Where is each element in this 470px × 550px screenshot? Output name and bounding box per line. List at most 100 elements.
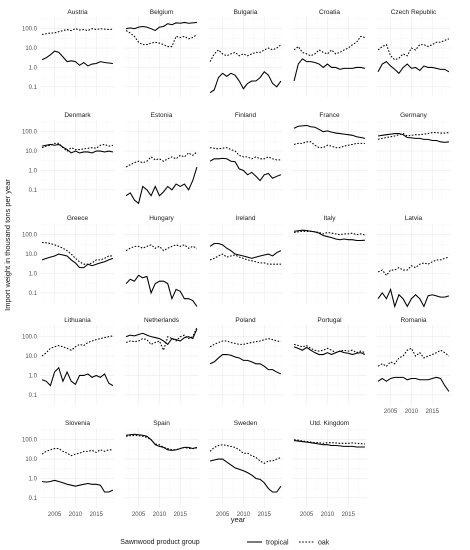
y-tick-label: 10.0 xyxy=(25,252,37,258)
series-tropical-denmark xyxy=(41,143,114,154)
series-oak-sweden xyxy=(209,444,282,464)
series-oak-estonia xyxy=(125,151,198,168)
panel-title-sweden: Sweden xyxy=(234,420,258,427)
panel-spain: Spain 2005 2010 2015 xyxy=(124,420,199,518)
panel-title-slovenia: Slovenia xyxy=(65,420,90,427)
panel-utd-kingdom: Utd. Kingdom 2005 2010 2015 xyxy=(292,420,367,518)
panel-title-spain: Spain xyxy=(153,420,170,427)
series-oak-slovenia xyxy=(41,447,113,457)
panel-title-austria: Austria xyxy=(67,9,88,16)
series-tropical-finland xyxy=(209,157,282,182)
panel-title-greece: Greece xyxy=(67,215,89,222)
panel-title-latvia: Latvia xyxy=(405,215,423,222)
x-tick-label: 2005 xyxy=(48,512,62,518)
panel-czech-republic: Czech Republic xyxy=(376,9,451,97)
y-tick-label: 1.0 xyxy=(29,476,38,482)
series-tropical-romania xyxy=(377,376,450,392)
y-tick-label: 0.1 xyxy=(29,291,38,297)
series-tropical-italy xyxy=(294,229,365,242)
x-tick-label: 2015 xyxy=(174,512,188,518)
legend-label-tropical: tropical xyxy=(266,540,289,547)
series-tropical-portugal xyxy=(293,346,366,356)
series-tropical-poland xyxy=(209,354,282,375)
series-tropical-hungary xyxy=(125,274,198,307)
series-oak-france xyxy=(293,141,365,149)
series-tropical-france xyxy=(293,124,366,139)
panel-title-poland: Poland xyxy=(235,317,256,324)
panel-belgium: Belgium xyxy=(124,9,199,97)
x-tick-label: 2010 xyxy=(405,409,419,415)
series-tropical-ireland xyxy=(209,242,282,259)
panel-italy: Italy xyxy=(292,215,367,303)
panel-austria: Austria 0.1 1.0 10.0 100.0 xyxy=(22,9,115,97)
x-tick-label: 2005 xyxy=(216,512,230,518)
series-oak-lithuania xyxy=(41,335,114,357)
panel-title-bulgaria: Bulgaria xyxy=(234,9,258,16)
panel-romania: Romania 2005 2010 2015 xyxy=(376,317,451,415)
series-tropical-belgium xyxy=(125,21,197,32)
panel-slovenia: Slovenia 0.1 1.0 10.0 100.0 2005 2010 2015 xyxy=(22,420,115,518)
y-tick-label: 1.0 xyxy=(29,168,38,174)
series-oak-latvia xyxy=(377,256,450,277)
y-tick-label: 1.0 xyxy=(29,271,38,277)
panel-title-estonia: Estonia xyxy=(151,112,173,119)
y-tick-label: 10.0 xyxy=(25,149,37,155)
x-tick-label: 2010 xyxy=(237,512,251,518)
series-oak-netherlands xyxy=(125,327,198,352)
x-tick-label: 2005 xyxy=(300,512,314,518)
series-tropical-bulgaria xyxy=(209,71,282,94)
y-tick-label: 100.0 xyxy=(22,335,38,341)
series-tropical-utd-kingdom xyxy=(294,440,365,448)
panel-title-portugal: Portugal xyxy=(317,317,342,324)
panel-title-hungary: Hungary xyxy=(149,215,174,222)
panel-title-italy: Italy xyxy=(324,215,337,222)
x-axis-title: year xyxy=(231,515,246,524)
series-tropical-lithuania xyxy=(41,366,114,387)
panel-netherlands: Netherlands xyxy=(124,317,199,405)
panel-germany: Germany xyxy=(376,112,451,200)
panel-title-croatia: Croatia xyxy=(319,9,340,16)
panel-title-belgium: Belgium xyxy=(150,9,173,16)
series-tropical-greece xyxy=(41,253,114,269)
series-oak-bulgaria xyxy=(209,44,282,62)
x-tick-label: 2010 xyxy=(321,512,335,518)
series-oak-czech-republic xyxy=(377,38,450,61)
x-tick-label: 2010 xyxy=(69,512,83,518)
series-oak-belgium xyxy=(125,30,198,48)
panel-lithuania: Lithuania 0.1 1.0 10.0 100.0 xyxy=(22,317,115,405)
series-tropical-czech-republic xyxy=(377,60,450,75)
panel-poland: Poland xyxy=(208,317,283,405)
y-tick-label: 100.0 xyxy=(22,233,38,239)
panel-denmark: Denmark 0.1 1.0 10.0 100.0 xyxy=(22,112,115,200)
y-tick-label: 100.0 xyxy=(22,130,38,136)
panel-title-netherlands: Netherlands xyxy=(144,317,180,324)
x-tick-label: 2015 xyxy=(258,512,272,518)
y-tick-label: 1.0 xyxy=(29,373,38,379)
series-tropical-croatia xyxy=(293,58,366,82)
legend-label-oak: oak xyxy=(318,540,330,547)
y-tick-label: 0.1 xyxy=(29,393,38,399)
panel-ireland: Ireland xyxy=(208,215,283,303)
y-tick-label: 1.0 xyxy=(29,65,38,71)
panel-greece: Greece 0.1 1.0 10.0 100.0 xyxy=(22,215,115,303)
panel-finland: Finland xyxy=(208,112,283,200)
series-oak-romania xyxy=(377,347,450,367)
panel-title-germany: Germany xyxy=(400,112,427,119)
series-tropical-austria xyxy=(41,50,113,67)
panel-title-utd-kingdom: Utd. Kingdom xyxy=(310,420,349,427)
series-tropical-estonia xyxy=(125,166,198,205)
panel-latvia: Latvia xyxy=(376,215,451,309)
series-oak-spain xyxy=(126,434,198,451)
series-tropical-latvia xyxy=(377,287,450,309)
y-axis-title: Import weight in thousand tons per year xyxy=(3,179,12,311)
x-tick-label: 2015 xyxy=(90,512,104,518)
series-oak-greece xyxy=(42,241,113,265)
y-tick-label: 0.1 xyxy=(29,188,38,194)
panel-title-romania: Romania xyxy=(400,317,426,324)
y-tick-label: 10.0 xyxy=(25,46,37,52)
panel-title-denmark: Denmark xyxy=(64,112,91,119)
panel-title-czech-republic: Czech Republic xyxy=(391,9,437,16)
y-tick-label: 100.0 xyxy=(22,438,38,444)
series-oak-croatia xyxy=(293,35,366,57)
